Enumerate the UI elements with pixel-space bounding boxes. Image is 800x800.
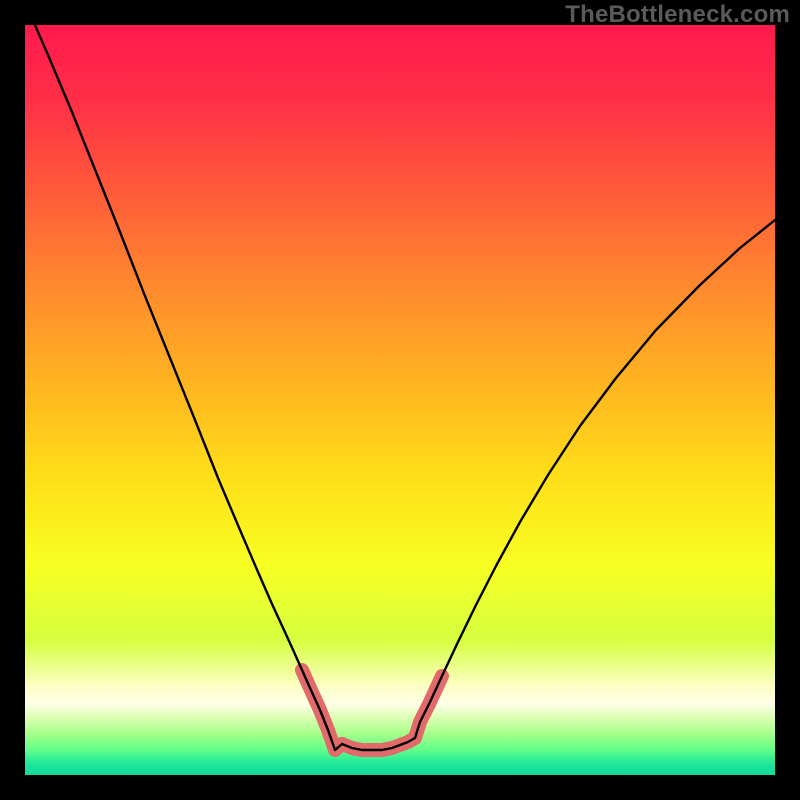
bottleneck-chart xyxy=(25,25,775,775)
chart-background xyxy=(25,25,775,775)
chart-frame xyxy=(0,0,800,800)
watermark-text: TheBottleneck.com xyxy=(565,1,790,29)
